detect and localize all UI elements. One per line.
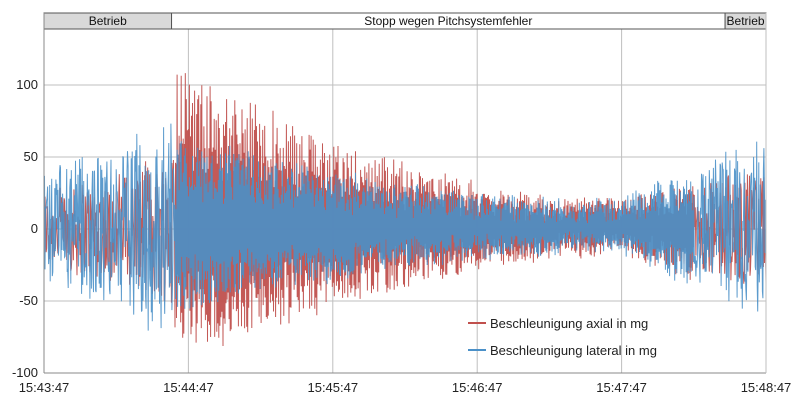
state-band-label-1: Stopp wegen Pitchsystemfehler — [364, 14, 532, 28]
axes: -100 -50 0 50 100 15:43:47 15:44:47 15:45:47 15:… — [12, 13, 791, 395]
x-tick-label-5: 15:48:47 — [741, 380, 792, 395]
legend-label-1: Beschleunigung lateral in mg — [490, 343, 657, 358]
x-tick-label-0: 15:43:47 — [19, 380, 70, 395]
x-tick-label-1: 15:44:47 — [163, 380, 214, 395]
y-tick-label-4: 100 — [16, 77, 38, 92]
state-band-label-0: Betrieb — [89, 14, 127, 28]
legend: Beschleunigung axial in mg Beschleunigung… — [468, 316, 657, 358]
state-band-label-2: Betrieb — [727, 14, 765, 28]
x-tick-label-3: 15:46:47 — [452, 380, 503, 395]
series-layer — [43, 73, 767, 347]
y-tick-label-3: 50 — [24, 149, 38, 164]
x-tick-label-4: 15:47:47 — [596, 380, 647, 395]
y-tick-label-0: -100 — [12, 365, 38, 380]
x-tick-label-2: 15:45:47 — [307, 380, 358, 395]
y-tick-label-1: -50 — [19, 293, 38, 308]
series-line-lateral — [43, 123, 767, 331]
legend-label-0: Beschleunigung axial in mg — [490, 316, 648, 331]
y-tick-label-2: 0 — [31, 221, 38, 236]
state-bands: Betrieb Stopp wegen Pitchsystemfehler Betr… — [43, 12, 767, 30]
